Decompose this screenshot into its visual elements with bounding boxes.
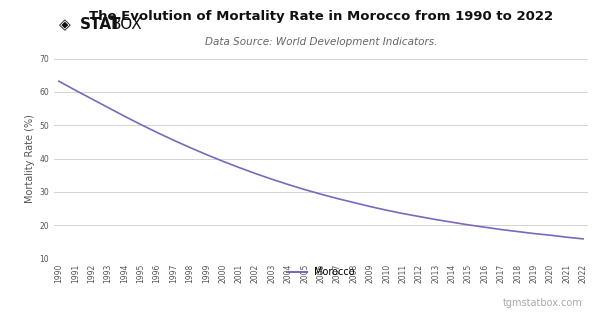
Legend: Morocco: Morocco — [283, 263, 359, 281]
Text: Data Source: World Development Indicators.: Data Source: World Development Indicator… — [205, 37, 437, 47]
Text: tgmstatbox.com: tgmstatbox.com — [503, 298, 583, 308]
Y-axis label: Mortality Rate (%): Mortality Rate (%) — [25, 114, 35, 203]
Text: The Evolution of Mortality Rate in Morocco from 1990 to 2022: The Evolution of Mortality Rate in Moroc… — [89, 10, 553, 23]
Text: STAT: STAT — [80, 17, 121, 32]
Text: ◈: ◈ — [59, 17, 71, 32]
Text: BOX: BOX — [110, 17, 142, 32]
